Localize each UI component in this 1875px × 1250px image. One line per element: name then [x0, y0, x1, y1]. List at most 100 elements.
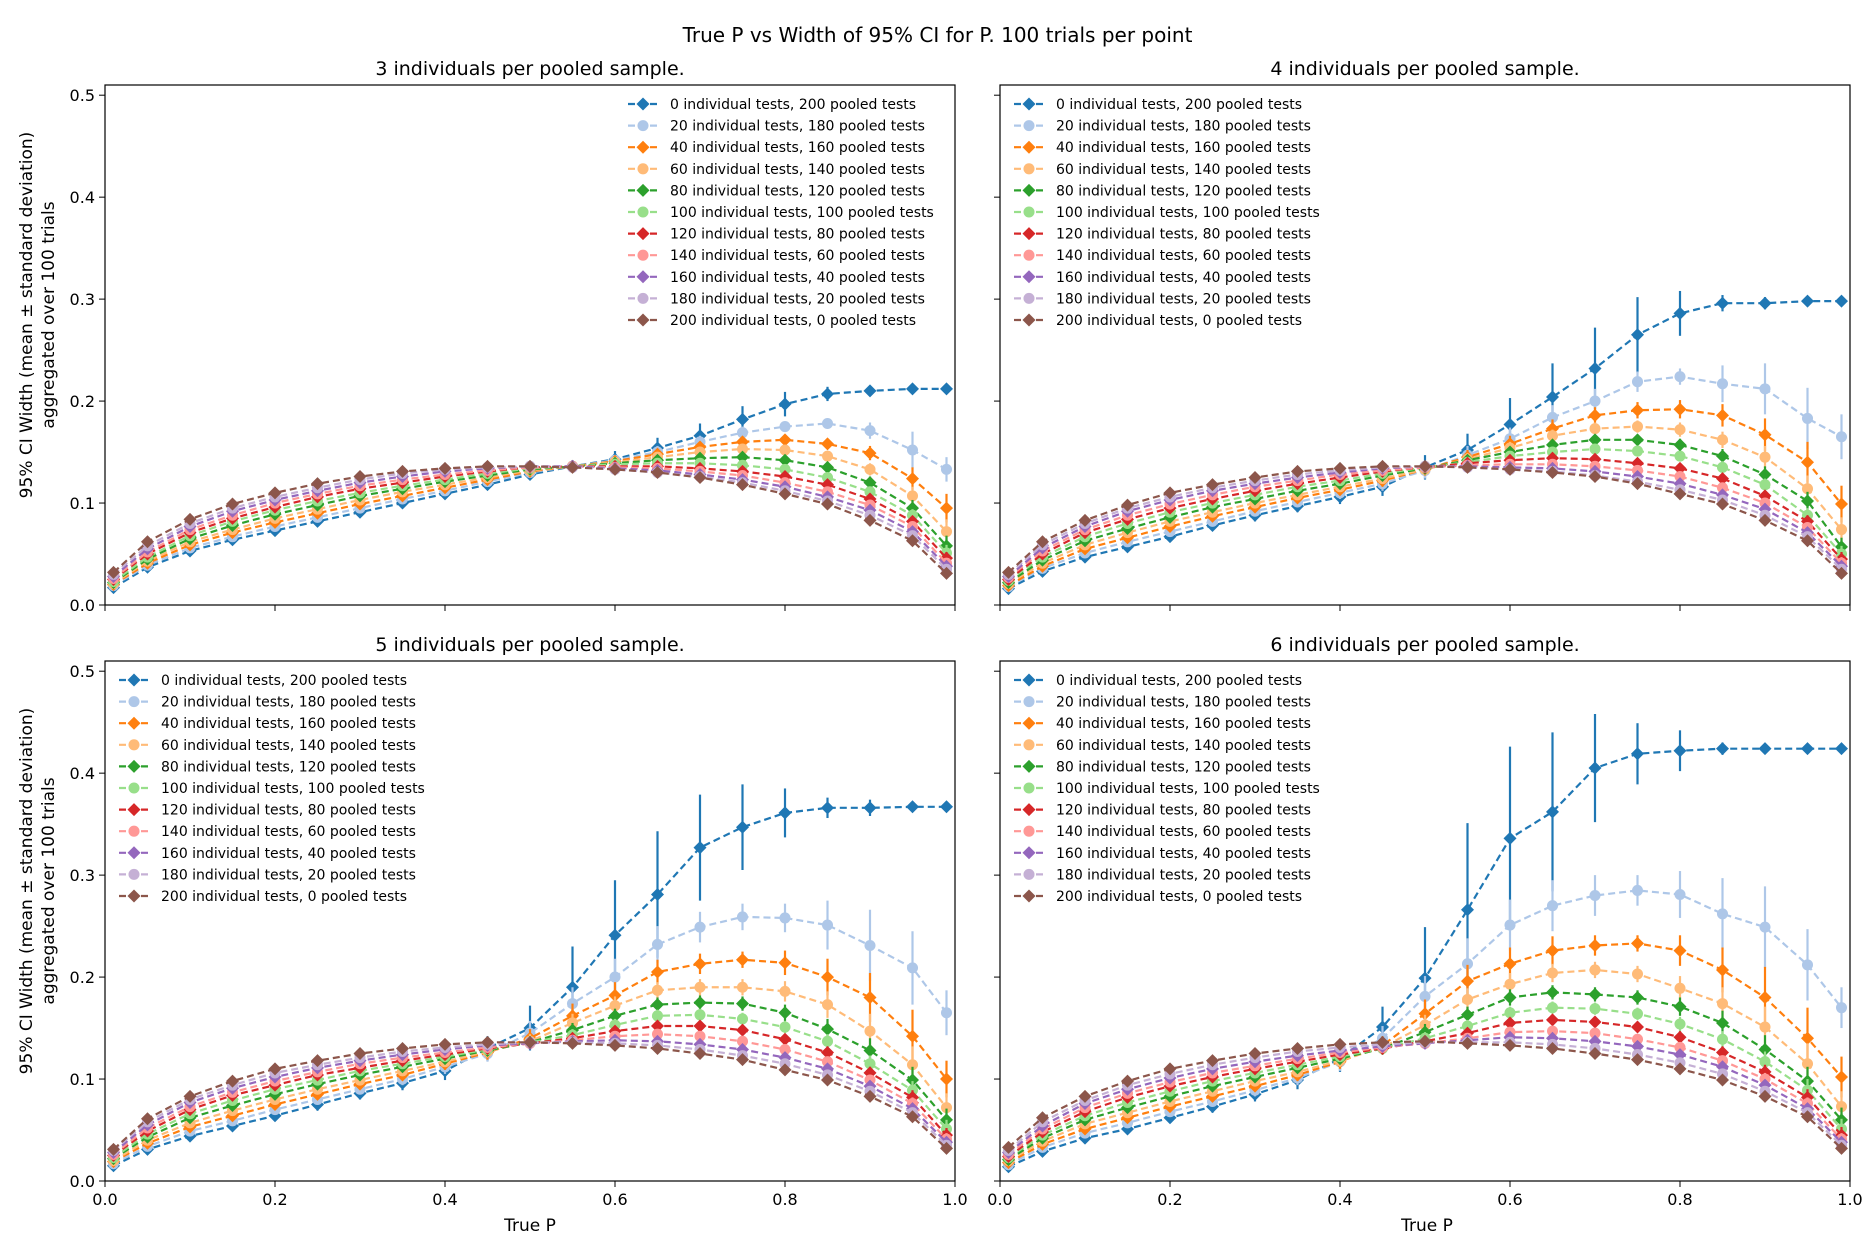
data-point: [1674, 982, 1686, 994]
data-point: [1503, 1038, 1517, 1052]
data-point: [940, 1102, 953, 1114]
data-point: [1674, 371, 1686, 383]
data-point: [1758, 428, 1772, 442]
data-point: [1673, 438, 1687, 452]
data-point: [779, 1021, 791, 1033]
data-point: [1461, 903, 1474, 917]
data-point: [1631, 968, 1644, 980]
data-point: [1835, 524, 1848, 536]
series-line: [112, 1024, 948, 1157]
x-tick-label: 0.2: [262, 1190, 287, 1209]
data-point: [1758, 467, 1772, 481]
series-line: [112, 465, 948, 581]
y-tick-label: 0.3: [70, 866, 95, 885]
legend-marker: [127, 803, 141, 817]
subplot-3: 5 individuals per pooled sample. 0.0 0.2 0.…: [70, 634, 968, 1209]
data-point: [779, 985, 791, 997]
axes-frame: [104, 660, 956, 1182]
data-point: [1631, 1008, 1644, 1020]
series-10: [1002, 459, 1848, 580]
legend-label: 20 individual tests, 180 pooled tests: [1056, 119, 1311, 135]
legend-label: 0 individual tests, 200 pooled tests: [1056, 673, 1302, 689]
legend-marker: [636, 313, 650, 327]
data-point: [1588, 433, 1602, 447]
legend-marker: [1022, 673, 1036, 687]
y-tick-label: 0.1: [70, 494, 95, 513]
series-line: [113, 915, 948, 1165]
series-line: [1007, 1018, 1843, 1158]
data-point: [864, 1025, 876, 1037]
data-point: [1673, 1030, 1687, 1044]
data-point: [1002, 1140, 1015, 1154]
data-point: [1461, 1036, 1474, 1050]
data-point: [906, 534, 919, 548]
data-point: [1546, 985, 1559, 999]
data-point: [1546, 411, 1559, 423]
data-point: [1546, 1025, 1559, 1037]
data-point: [863, 1089, 877, 1103]
data-point: [1801, 494, 1814, 508]
data-point: [1503, 1016, 1517, 1030]
legend-label: 160 individual tests, 40 pooled tests: [1056, 270, 1311, 286]
legend-label: 200 individual tests, 0 pooled tests: [1056, 313, 1302, 329]
data-point: [1418, 1007, 1432, 1021]
legend-label: 40 individual tests, 160 pooled tests: [670, 140, 925, 156]
legend-marker: [128, 696, 140, 708]
series-line: [112, 462, 948, 583]
data-point: [651, 1019, 664, 1033]
data-point: [778, 397, 792, 411]
data-point: [1036, 535, 1049, 549]
data-point: [1588, 987, 1602, 1001]
data-point: [821, 437, 834, 451]
data-point: [396, 1041, 409, 1055]
data-point: [1631, 445, 1644, 457]
data-point: [1674, 471, 1686, 483]
data-point: [651, 998, 664, 1012]
data-point: [651, 465, 664, 479]
data-point: [1759, 383, 1771, 395]
y-tick-label: 0.5: [70, 662, 95, 681]
legend-label: 120 individual tests, 80 pooled tests: [1056, 227, 1311, 243]
data-point: [1716, 408, 1729, 422]
data-point: [226, 497, 239, 511]
legend-marker: [1023, 696, 1035, 708]
legend-label: 100 individual tests, 100 pooled tests: [161, 781, 425, 797]
data-point: [609, 1000, 621, 1012]
data-point: [1716, 472, 1729, 486]
data-point: [693, 1047, 707, 1061]
data-point: [779, 463, 791, 475]
data-point: [1589, 395, 1601, 407]
data-point: [864, 1058, 876, 1070]
data-point: [736, 997, 749, 1011]
data-point: [1758, 1042, 1772, 1056]
series-10: [107, 1035, 953, 1156]
data-point: [1376, 459, 1389, 473]
data-point: [821, 1073, 834, 1087]
data-point: [693, 471, 707, 485]
data-point: [107, 1142, 120, 1156]
legend-label: 20 individual tests, 180 pooled tests: [670, 119, 925, 135]
data-point: [183, 512, 197, 526]
x-tick-label: 0.4: [1327, 1190, 1352, 1209]
legend-label: 160 individual tests, 40 pooled tests: [161, 846, 416, 862]
data-point: [1546, 1013, 1559, 1027]
data-point: [1333, 1037, 1347, 1051]
x-tick-label: 1.0: [1837, 1190, 1862, 1209]
data-point: [1248, 1047, 1262, 1061]
legend-label: 140 individual tests, 60 pooled tests: [670, 248, 925, 264]
figure-title: True P vs Width of 95% CI for P. 100 tri…: [682, 23, 1193, 47]
legend-label: 120 individual tests, 80 pooled tests: [1056, 803, 1311, 819]
data-point: [736, 820, 749, 834]
data-point: [1078, 1089, 1092, 1103]
legend-label: 20 individual tests, 180 pooled tests: [161, 695, 416, 711]
data-point: [1835, 294, 1848, 308]
data-point: [608, 1009, 622, 1023]
legend-marker: [1022, 889, 1036, 903]
data-point: [1673, 744, 1687, 758]
data-point: [736, 450, 749, 464]
data-point: [1801, 534, 1814, 548]
data-point: [694, 981, 706, 993]
data-point: [1835, 566, 1848, 580]
data-point: [651, 1010, 664, 1022]
legend-label: 140 individual tests, 60 pooled tests: [161, 824, 416, 840]
